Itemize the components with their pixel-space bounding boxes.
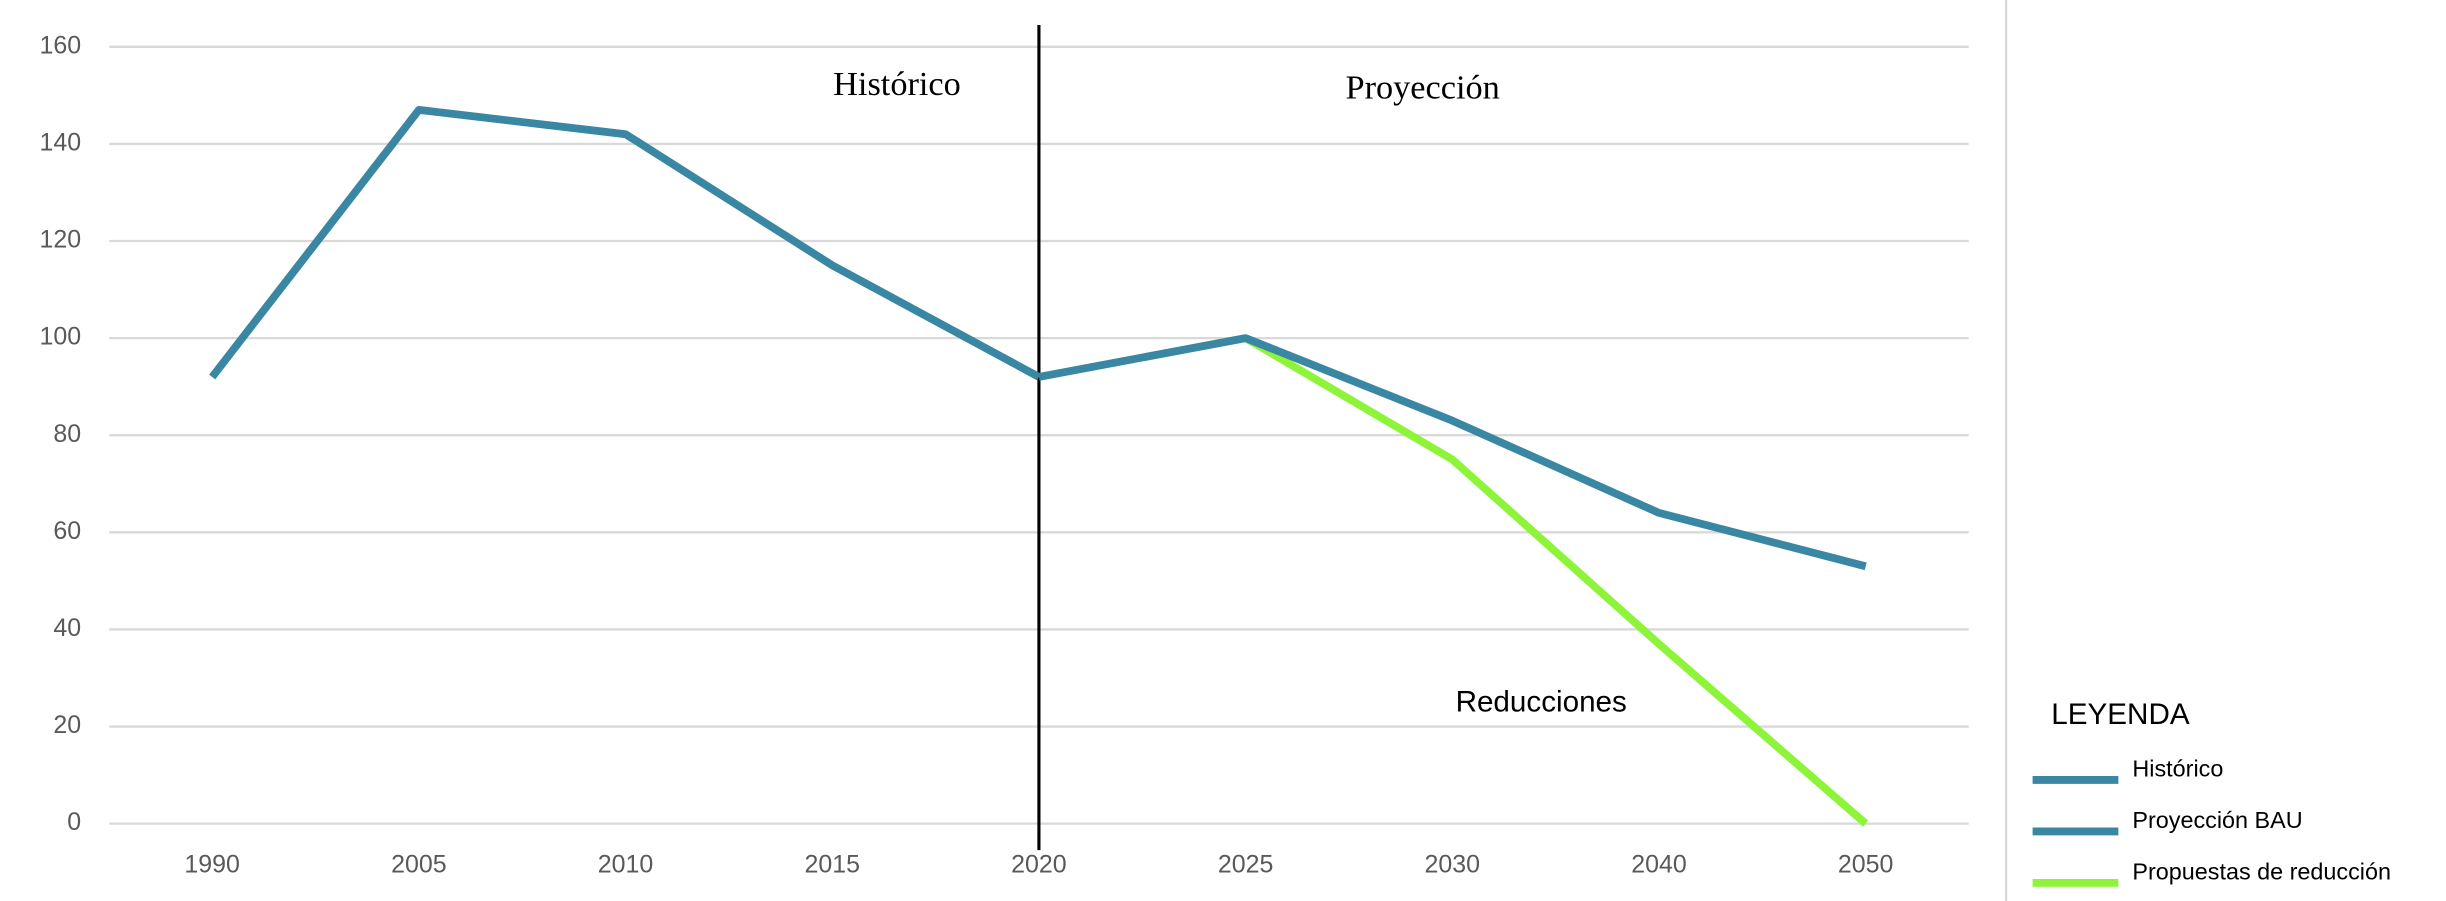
line-series xyxy=(1038,334,1867,571)
line-series xyxy=(1243,334,1869,827)
legend-title: LEYENDA xyxy=(2051,698,2190,731)
x-tick-label: 2030 xyxy=(1425,850,1480,878)
x-tick-label: 2010 xyxy=(598,850,653,878)
legend-label: Propuestas de reducción xyxy=(2132,859,2391,885)
x-tick-label: 2025 xyxy=(1218,850,1273,878)
y-tick-label: 0 xyxy=(67,808,81,836)
x-tick-label: 2050 xyxy=(1838,850,1893,878)
y-tick-label: 140 xyxy=(40,128,82,156)
x-tick-label: 2020 xyxy=(1011,850,1066,878)
y-tick-label: 160 xyxy=(40,31,82,59)
line-series xyxy=(209,106,1041,381)
y-tick-label: 120 xyxy=(40,226,82,254)
annotation: Reducciones xyxy=(1456,685,1627,718)
legend-label: Histórico xyxy=(2132,756,2223,782)
x-tick-label: 2040 xyxy=(1631,850,1686,878)
y-tick-label: 20 xyxy=(53,711,81,739)
legend-label: Proyección BAU xyxy=(2132,807,2302,833)
y-tick-label: 80 xyxy=(53,420,81,448)
y-tick-label: 60 xyxy=(53,517,81,545)
y-tick-label: 100 xyxy=(40,323,82,351)
x-tick-label: 2015 xyxy=(805,850,860,878)
x-tick-label: 2005 xyxy=(391,850,446,878)
y-tick-label: 40 xyxy=(53,614,81,642)
annotation: Histórico xyxy=(833,65,961,103)
x-tick-label: 1990 xyxy=(184,850,239,878)
annotation: Proyección xyxy=(1346,68,1500,106)
